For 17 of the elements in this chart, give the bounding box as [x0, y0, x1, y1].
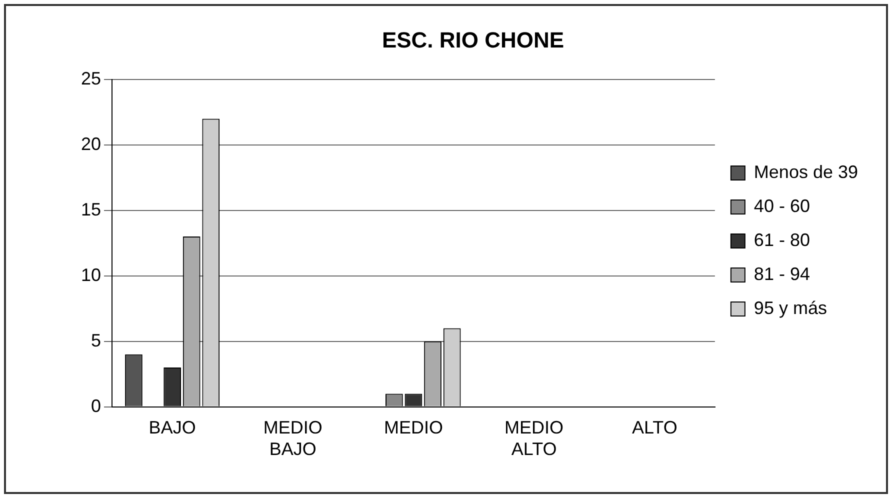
x-tick-label: BAJO — [148, 418, 196, 438]
x-tick-label: MEDIO ALTO — [504, 418, 564, 460]
x-tick-label: MEDIO — [384, 418, 443, 438]
legend-label: 95 y más — [754, 298, 827, 318]
x-tick-label: ALTO — [632, 418, 678, 438]
y-tick-label: 20 — [80, 134, 102, 154]
chart-title: ESC. RIO CHONE — [382, 27, 564, 52]
legend-label: 81 - 94 — [754, 264, 810, 284]
x-tick-label: MEDIO BAJO — [263, 418, 322, 460]
y-tick-label: 0 — [91, 396, 102, 416]
y-tick-label: 5 — [91, 330, 102, 350]
y-tick-label: 15 — [80, 199, 102, 220]
legend-label: 40 - 60 — [754, 196, 810, 216]
y-tick-label: 25 — [80, 68, 102, 88]
legend-label: 61 - 80 — [754, 230, 810, 250]
legend-label: Menos de 39 — [754, 162, 858, 182]
y-tick-label: 10 — [80, 264, 102, 285]
